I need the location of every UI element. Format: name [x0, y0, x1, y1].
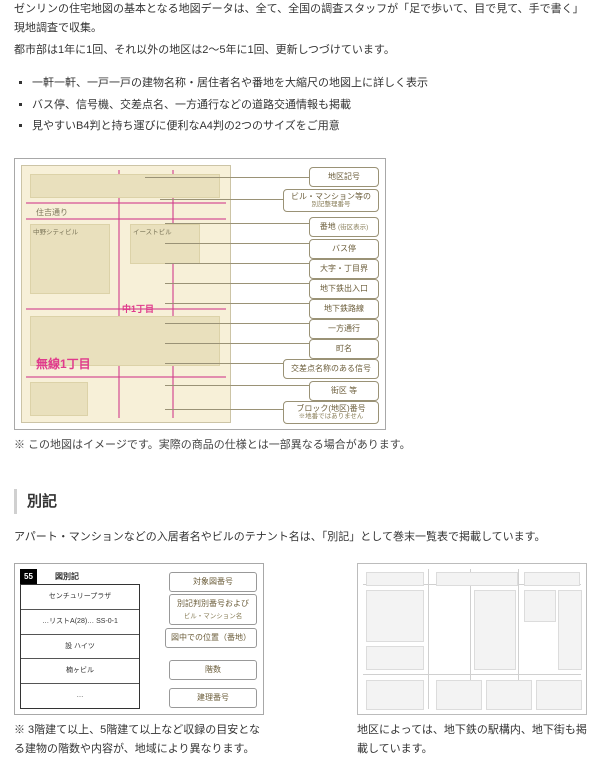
feature-list: 一軒一軒、一戸一戸の建物名称・居住者名や番地を大縮尺の地図上に詳しく表示 バス停… [14, 74, 587, 136]
bekki-right-note: 地区によっては、地下鉄の駅構内、地下街も掲載しています。 [357, 721, 587, 758]
bekki-row-item: … [21, 683, 139, 708]
callout-subtext: 別記整理番号 [290, 201, 372, 208]
bekki-title: 図別記 [55, 570, 79, 584]
callout-text: ブロック(地区)番号 [290, 404, 372, 413]
bekki-row-item: 楠ヶビル [21, 658, 139, 683]
callout-leader-line [165, 283, 309, 284]
bekki-num-badge: 55 [20, 569, 37, 585]
bekki-row-list: センチュリープラザ …リストA(28)… SS-0-1 設 ハイツ 楠ヶビル … [20, 584, 140, 709]
map-diagram-wrap: 中野シティビル イーストビル 中1丁目 無線1丁目 住吉通り 地区記号ビル・マン… [14, 158, 587, 455]
bekki-row-item: …リストA(28)… SS-0-1 [21, 609, 139, 634]
feature-item: 一軒一軒、一戸一戸の建物名称・居住者名や番地を大縮尺の地図上に詳しく表示 [32, 74, 587, 93]
diagram-callout: ビル・マンション等の別記整理番号 [283, 189, 379, 212]
diagram-callout: 大字・丁目界 [309, 259, 379, 279]
section-heading-bekki: 別記 [14, 489, 587, 515]
bekki-callout-subtext: ビル・マンション名 [175, 611, 251, 622]
callout-leader-line [165, 243, 309, 244]
map-block-bldg1: 中野シティビル [30, 224, 110, 294]
diagram-callout: 地区記号 [309, 167, 379, 187]
bekki-lead: アパート・マンションなどの入居者名やビルのテナント名は、「別記」として巻末一覧表… [14, 528, 587, 547]
feature-item: 見やすいB4判と持ち運びに便利なA4判の2つのサイズをご用意 [32, 117, 587, 136]
callout-text: 番地 [320, 222, 336, 231]
intro-line-2: 都市部は1年に1回、それ以外の地区は2〜5年に1回、更新しつづけています。 [14, 41, 587, 60]
callout-subtext: (街区表示) [338, 224, 368, 231]
intro-text: ゼンリンの住宅地図の基本となる地図データは、全て、全国の調査スタッフが「足で歩い… [14, 0, 587, 60]
diagram-callout: 町名 [309, 339, 379, 359]
map-diagram: 中野シティビル イーストビル 中1丁目 無線1丁目 住吉通り 地区記号ビル・マン… [14, 158, 386, 430]
map-label-street: 住吉通り [36, 206, 68, 220]
diagram-callout: 番地 (街区表示) [309, 217, 379, 237]
bekki-callout: 建理番号 [169, 688, 257, 708]
callout-leader-line [165, 343, 309, 344]
diagram-callout: 街区 等 [309, 381, 379, 401]
callout-leader-line [145, 177, 309, 178]
callout-leader-line [165, 263, 309, 264]
callout-leader-line [165, 223, 309, 224]
intro-line-1: ゼンリンの住宅地図の基本となる地図データは、全て、全国の調査スタッフが「足で歩い… [14, 0, 587, 37]
callout-leader-line [165, 385, 309, 386]
bekki-callout: 階数 [169, 660, 257, 680]
feature-item: バス停、信号機、交差点名、一方通行などの道路交通情報も掲載 [32, 96, 587, 115]
bekki-callout: 図中での位置（番地） [165, 628, 257, 648]
callout-subtext: ※地番ではありません [290, 413, 372, 420]
bekki-left-col: 55 図別記 センチュリープラザ …リストA(28)… SS-0-1 設 ハイツ… [14, 563, 264, 758]
callout-leader-line [165, 303, 309, 304]
callout-leader-line [165, 409, 283, 410]
bekki-callout-text: 別記判別番号および [175, 597, 251, 611]
bekki-diagram: 55 図別記 センチュリープラザ …リストA(28)… SS-0-1 設 ハイツ… [14, 563, 264, 715]
bekki-row: 55 図別記 センチュリープラザ …リストA(28)… SS-0-1 設 ハイツ… [14, 563, 587, 758]
map-label-chome-small: 中1丁目 [122, 302, 154, 317]
callout-leader-line [165, 363, 283, 364]
diagram-callout: ブロック(地区)番号※地番ではありません [283, 401, 379, 424]
map-label-chome-big: 無線1丁目 [36, 354, 91, 374]
bekki-callout: 対象図番号 [169, 572, 257, 592]
bekki-row-item: 設 ハイツ [21, 634, 139, 659]
diagram-callout: 地下鉄出入口 [309, 279, 379, 299]
bekki-right-col: 地区によっては、地下鉄の駅構内、地下街も掲載しています。 [357, 563, 587, 758]
map-block-bldg2: イーストビル [130, 224, 200, 264]
bekki-callout: 別記判別番号およびビル・マンション名 [169, 594, 257, 625]
diagram-note: ※ この地図はイメージです。実際の商品の仕様とは一部異なる場合があります。 [14, 436, 587, 455]
callout-leader-line [165, 323, 309, 324]
diagram-callout: 地下鉄路線 [309, 299, 379, 319]
subway-diagram [357, 563, 587, 715]
callout-leader-line [160, 199, 283, 200]
diagram-callout: 交差点名称のある信号 [283, 359, 379, 379]
diagram-callout: 一方通行 [309, 319, 379, 339]
bekki-row-item: センチュリープラザ [21, 585, 139, 609]
bekki-left-note: ※ 3階建て以上、5階建て以上など収録の目安となる建物の階数や内容が、地域により… [14, 721, 264, 758]
diagram-callout: バス停 [309, 239, 379, 259]
callout-text: ビル・マンション等の [290, 192, 372, 201]
